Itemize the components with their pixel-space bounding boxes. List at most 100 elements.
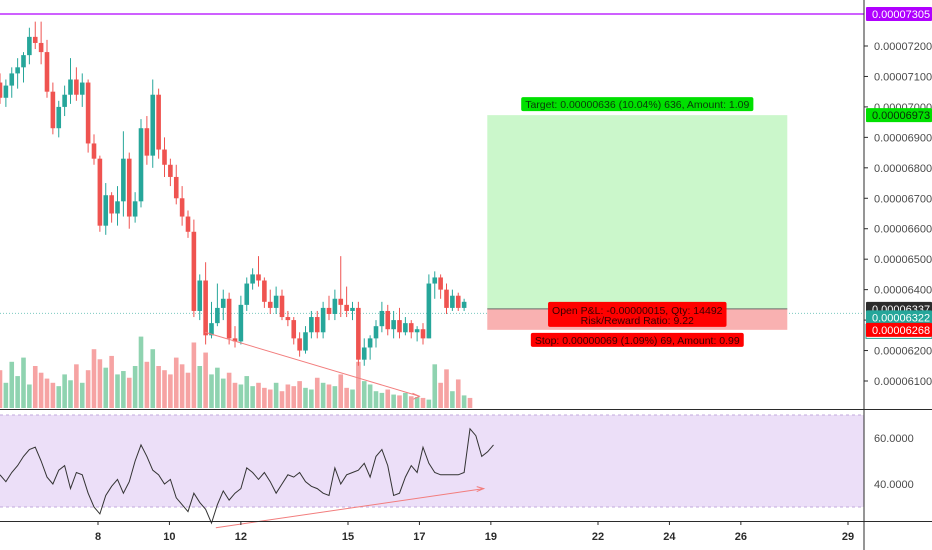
volume-bar bbox=[226, 372, 232, 408]
price-tag-bg bbox=[866, 322, 932, 337]
pnl-label bbox=[548, 301, 727, 327]
volume-bar bbox=[68, 380, 73, 408]
volume-bar bbox=[303, 387, 308, 408]
target-label bbox=[521, 97, 754, 112]
candle-body bbox=[215, 307, 220, 324]
price-tags: 0.000073050.000069730.000063370.00006322… bbox=[865, 7, 932, 339]
candle-body bbox=[438, 277, 443, 290]
candle-body bbox=[444, 289, 449, 308]
candle-body bbox=[238, 304, 244, 342]
volume-bar bbox=[215, 367, 220, 408]
ratio-label-text: Risk/Reward Ratio: 9.22 bbox=[581, 315, 694, 327]
rsi-divergence-arrow bbox=[476, 486, 486, 493]
candle-body bbox=[403, 323, 408, 333]
price-tag-label: 0.00007305 bbox=[872, 9, 930, 21]
volume-bar bbox=[450, 391, 455, 408]
volume-bar bbox=[297, 381, 302, 408]
candle-body bbox=[391, 320, 396, 330]
time-tick-label[interactable]: 24 bbox=[663, 531, 676, 543]
time-tick-label[interactable]: 19 bbox=[485, 531, 497, 543]
candle-body bbox=[356, 307, 361, 360]
volume-bar bbox=[144, 361, 150, 408]
volume-bar bbox=[262, 387, 267, 408]
price-divergence-line bbox=[204, 331, 420, 397]
volume-bar bbox=[397, 395, 402, 408]
candle-body bbox=[132, 201, 138, 217]
price-tag-label: 0.00006322 bbox=[872, 312, 930, 324]
volume-bar bbox=[232, 382, 238, 408]
candle-body bbox=[74, 79, 79, 95]
volume-bar bbox=[168, 374, 173, 408]
time-tick-label[interactable]: 15 bbox=[342, 531, 354, 543]
time-tick-label[interactable]: 17 bbox=[413, 531, 425, 543]
volume-bar bbox=[0, 370, 3, 408]
time-axis[interactable]: 8 10 12 15 17 19 22 24 26 29 bbox=[0, 521, 932, 543]
volume-bar bbox=[50, 382, 56, 408]
candle-body bbox=[279, 295, 285, 318]
rsi-tick-label: 40.0000 bbox=[874, 479, 914, 491]
volume-bar bbox=[455, 379, 461, 408]
candle-body bbox=[191, 231, 197, 311]
candle-body bbox=[179, 198, 185, 217]
target-zone[interactable] bbox=[487, 115, 788, 309]
candle-body bbox=[209, 323, 214, 336]
volume-bar bbox=[367, 384, 373, 408]
volume-bar bbox=[273, 382, 279, 408]
position-zone[interactable]: Target: 0.00000636 (10.04%) 636, Amount:… bbox=[487, 97, 788, 347]
candle-body bbox=[420, 329, 426, 339]
candle-body bbox=[62, 94, 67, 107]
candle-body bbox=[85, 82, 91, 144]
volume-bar bbox=[267, 389, 273, 408]
volume-bar bbox=[91, 349, 97, 408]
candle-body bbox=[226, 298, 232, 339]
time-tick-label[interactable]: 26 bbox=[735, 531, 747, 543]
rsi-line bbox=[0, 427, 494, 525]
volume-bar bbox=[314, 377, 320, 408]
divergence-layer bbox=[204, 331, 421, 400]
volume-bar bbox=[79, 382, 85, 408]
candle-body bbox=[314, 317, 320, 333]
volume-bar bbox=[379, 392, 385, 408]
price-tag-label: 0.00006973 bbox=[872, 110, 930, 122]
candle-body bbox=[173, 176, 179, 199]
time-tick-label[interactable]: 29 bbox=[842, 531, 854, 543]
candle-body bbox=[291, 320, 297, 339]
volume-bar bbox=[126, 377, 132, 408]
volume-bar bbox=[467, 397, 473, 408]
price-tick-label: 0.00006600 bbox=[874, 224, 932, 236]
time-tick-label[interactable]: 10 bbox=[163, 531, 175, 543]
volume-bar bbox=[438, 382, 443, 408]
candle-body bbox=[15, 67, 20, 74]
time-tick-label[interactable]: 8 bbox=[95, 531, 101, 543]
rsi-panel bbox=[0, 409, 932, 529]
volume-bar bbox=[209, 374, 214, 408]
candle-body bbox=[197, 280, 203, 311]
time-tick-label[interactable]: 22 bbox=[592, 531, 604, 543]
volume-bar bbox=[373, 391, 379, 408]
candle-body bbox=[379, 310, 385, 327]
price-tag: 0.00006268 bbox=[866, 322, 932, 337]
candle-body bbox=[9, 73, 15, 86]
price-tag-bg bbox=[866, 7, 932, 22]
volume-bar bbox=[197, 366, 203, 408]
volume-bar bbox=[408, 396, 414, 408]
price-tick-label: 0.00006200 bbox=[874, 346, 932, 358]
volume-bar bbox=[320, 382, 326, 408]
volume-bar bbox=[203, 352, 208, 408]
price-axis[interactable]: 40.0000 60.0000 0.00006100 0.00006200 0.0000… bbox=[863, 0, 932, 550]
volume-bar bbox=[185, 372, 191, 408]
volume-bar bbox=[361, 381, 367, 408]
stop-label-text: Stop: 0.00000069 (1.09%) 69, Amount: 0.9… bbox=[535, 335, 740, 347]
volume-bar bbox=[173, 357, 179, 408]
candle-body bbox=[232, 338, 238, 342]
candle-body bbox=[27, 36, 32, 56]
volume-bar bbox=[62, 374, 67, 408]
candle-body bbox=[97, 158, 103, 226]
time-tick-label[interactable]: 12 bbox=[235, 531, 247, 543]
volume-bar bbox=[285, 384, 291, 408]
volume-bar bbox=[109, 355, 114, 408]
volume-bar bbox=[279, 391, 285, 408]
price-divergence-arrow bbox=[412, 392, 421, 400]
volume-bar bbox=[385, 389, 391, 408]
